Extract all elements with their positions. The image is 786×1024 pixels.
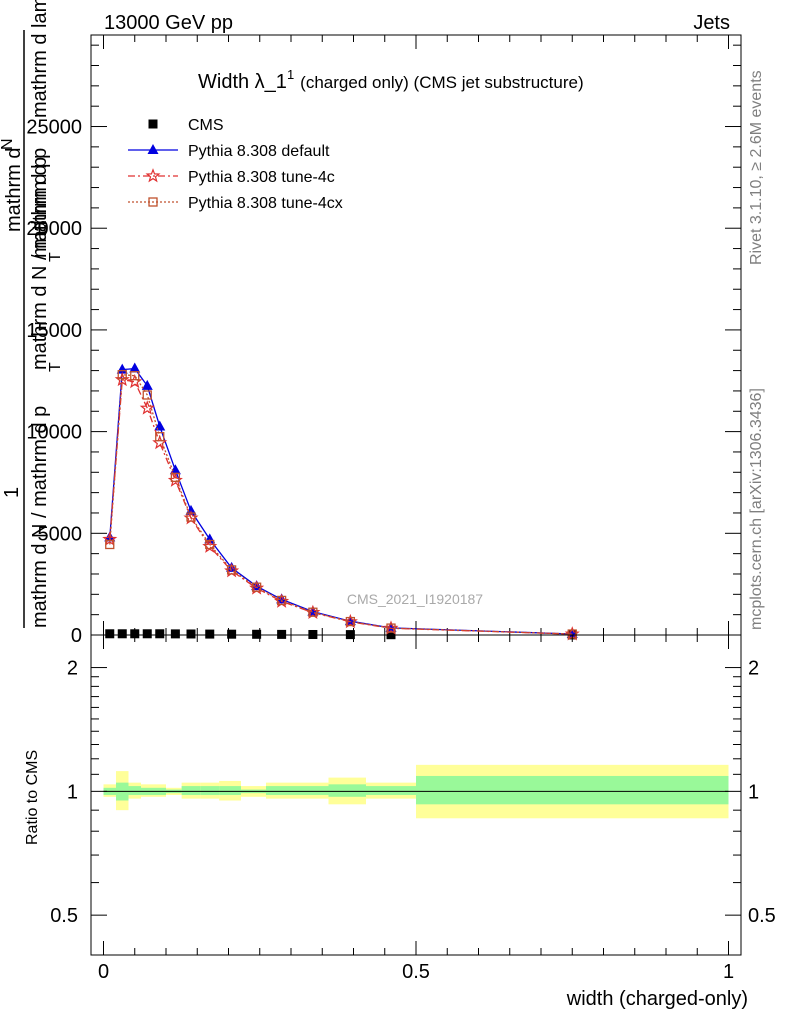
header-right: Jets <box>693 12 730 34</box>
data-point <box>169 464 181 475</box>
data-point <box>227 629 237 639</box>
ratio-band-inner <box>416 775 729 805</box>
ylabel-frac-den: mathrm d N / mathrm d p <box>29 406 51 628</box>
ratio-band-inner <box>200 786 220 795</box>
series-1 <box>104 362 578 638</box>
legend-marker <box>148 119 158 129</box>
series-0 <box>105 629 577 640</box>
ratio-y-label: Ratio to CMS <box>24 750 41 845</box>
title-main: Width λ_1 <box>198 71 287 93</box>
ratio-y-tick-label-right: 1 <box>748 781 759 803</box>
data-point <box>276 595 287 606</box>
data-point <box>142 629 152 639</box>
data-point <box>170 629 180 639</box>
data-point <box>386 623 396 633</box>
mcplots-label: mcplots.cern.ch [arXiv:1306.3436] <box>748 388 765 630</box>
data-point <box>105 539 115 550</box>
ratio-y-tick-label-right: 0.5 <box>748 905 776 927</box>
x-tick-label: 0.5 <box>402 961 430 983</box>
legend-label-tune4c: Pythia 8.308 tune-4c <box>188 169 335 186</box>
y-tick-label: 25000 <box>26 117 82 139</box>
data-point <box>170 472 181 483</box>
ylabel-top-n: N <box>0 138 16 150</box>
data-point <box>252 629 262 639</box>
ratio-band-inner <box>266 786 291 795</box>
series-line <box>109 378 573 635</box>
data-point <box>277 629 287 639</box>
data-point <box>141 379 153 390</box>
ratio-band-inner <box>128 786 141 795</box>
data-point <box>205 629 215 639</box>
data-point <box>276 593 288 604</box>
x-tick-label: 0 <box>98 961 109 983</box>
chart-title: Width λ_11 (charged only) (CMS jet substr… <box>198 67 584 93</box>
ylabel-frac-num: 1 <box>1 487 23 498</box>
legend-label-tune4cx: Pythia 8.308 tune-4cx <box>188 195 343 212</box>
series-line <box>109 367 573 635</box>
data-point <box>102 531 118 546</box>
x-tick-label: 1 <box>723 961 734 983</box>
legend-label-cms: CMS <box>188 117 224 134</box>
y-tick-label: 15000 <box>26 320 82 342</box>
data-point <box>205 539 215 550</box>
series-line <box>109 373 573 635</box>
data-point <box>129 362 141 373</box>
data-point <box>186 512 196 522</box>
ratio-axes: 0.5 0.5 1 1 2 2 0 0.5 1 <box>50 635 776 983</box>
title-rest: (charged only) (CMS jet substructure) <box>300 73 583 92</box>
data-point <box>345 616 356 627</box>
data-point <box>155 629 165 639</box>
analysis-watermark: CMS_2021_I1920187 <box>347 591 483 607</box>
x-axis-label: width (charged-only) <box>566 988 748 1010</box>
ratio-band-inner <box>219 786 241 795</box>
main-series <box>102 362 580 641</box>
data-point <box>117 370 127 380</box>
rivet-label: Rivet 3.1.10, ≥ 2.6M events <box>748 70 765 265</box>
ratio-band-inner <box>181 786 201 795</box>
ratio-band-inner <box>291 786 329 795</box>
data-point <box>142 390 152 400</box>
y-tick-label: 20000 <box>26 218 82 240</box>
main-y-axis-label: mathrm d N mathrm d N / mathrm d p T mat… <box>0 0 64 628</box>
ratio-y-tick-label: 2 <box>67 658 78 680</box>
series-2 <box>102 371 580 641</box>
ratio-y-tick-label-right: 2 <box>748 658 759 680</box>
data-point <box>226 565 237 575</box>
main-axes: 0 5000 10000 15000 20000 25000 <box>26 35 741 647</box>
data-point <box>117 629 127 639</box>
data-point <box>308 629 318 639</box>
y-tick-label: 0 <box>71 625 82 647</box>
ratio-bands <box>103 764 729 819</box>
data-point <box>139 400 155 415</box>
data-point <box>251 580 263 591</box>
ylabel-mid2-t: T <box>47 252 64 262</box>
header-left: 13000 GeV pp <box>104 12 233 34</box>
data-point <box>130 371 140 381</box>
y-tick-label: 5000 <box>38 523 83 545</box>
data-point <box>251 582 262 592</box>
ylabel-lambda: mathrm d lambda <box>29 0 51 118</box>
data-point <box>105 629 115 639</box>
ylabel-mid-t: T <box>47 362 64 372</box>
ratio-band-inner <box>328 784 366 797</box>
ratio-y-tick-label: 1 <box>67 781 78 803</box>
ratio-y-tick-label: 0.5 <box>50 905 78 927</box>
ylabel-mid: mathrm d N / mathrm d p <box>29 148 51 370</box>
legend: CMS Pythia 8.308 default Pythia 8.308 tu… <box>128 117 343 212</box>
ratio-band-inner <box>366 786 416 795</box>
data-point <box>155 432 165 442</box>
title-sup: 1 <box>287 67 294 82</box>
legend-marker <box>145 168 161 183</box>
legend-marker <box>147 144 159 154</box>
y-tick-label: 10000 <box>26 422 82 444</box>
ylabel-mid2: mathrm d p <box>29 157 51 258</box>
data-point <box>186 629 196 639</box>
data-point <box>308 607 318 617</box>
legend-marker <box>148 197 158 207</box>
ylabel-top: mathrm d <box>3 148 25 232</box>
legend-label-default: Pythia 8.308 default <box>188 143 330 160</box>
series-3 <box>105 370 577 639</box>
data-point <box>130 629 140 639</box>
